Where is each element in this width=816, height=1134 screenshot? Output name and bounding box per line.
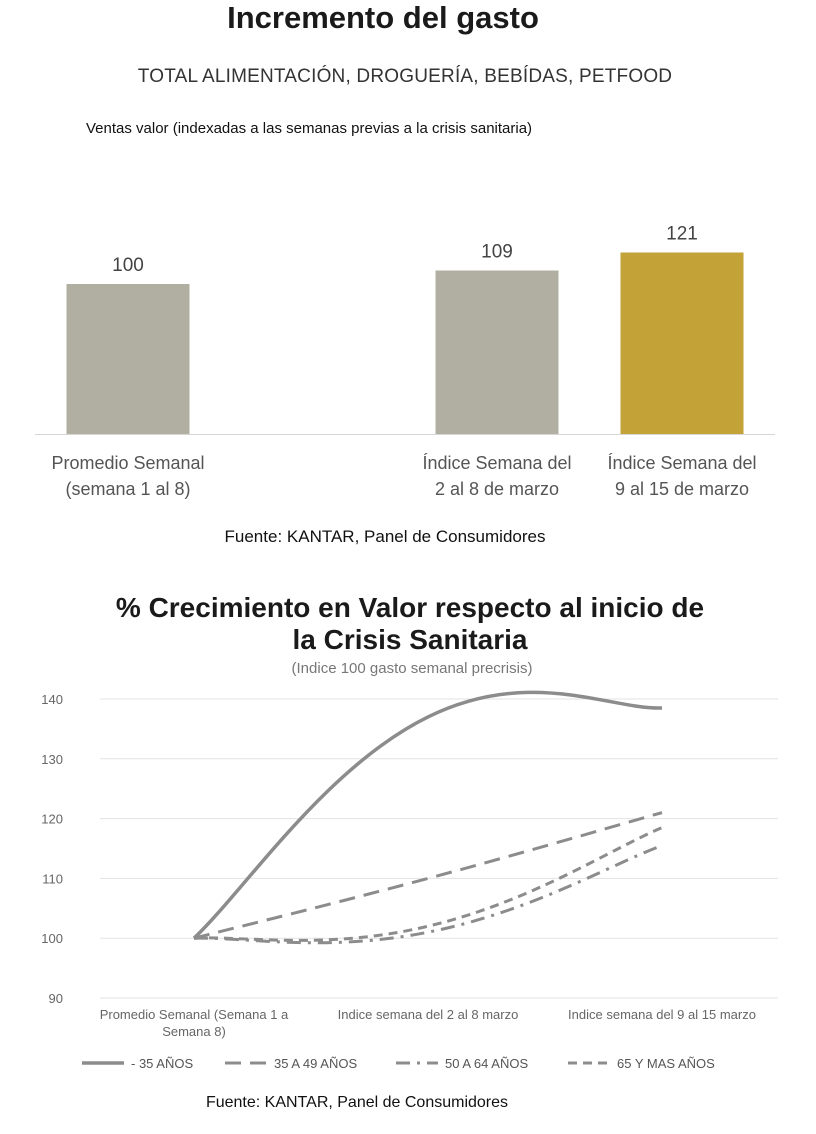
- y-tick-label: 110: [42, 871, 63, 886]
- data-label: 100: [112, 255, 144, 276]
- data-label: 121: [666, 224, 698, 245]
- x-tick-label: 2 al 8 de marzo: [435, 479, 559, 499]
- series-line: [193, 826, 663, 942]
- legend-label: 50 A 64 AÑOS: [445, 1056, 528, 1071]
- chart2-source: Fuente: KANTAR, Panel de Consumidores: [205, 1094, 509, 1111]
- x-tick-label: (semana 1 al 8): [65, 479, 190, 499]
- y-tick-label: 130: [41, 752, 63, 767]
- line-chart: 90 100 110 120 130 140 Promedio Semanal (Seman…: [41, 690, 778, 1071]
- y-tick-label: 90: [49, 991, 63, 1006]
- x-tick-label: 9 al 15 de marzo: [615, 479, 749, 499]
- legend-label: - 35 AÑOS: [131, 1056, 193, 1071]
- chart1-title: Incremento del gasto: [227, 0, 539, 35]
- series-line: [192, 690, 663, 940]
- x-tick-label: Índice Semana del: [422, 453, 571, 473]
- chart1-subtitle: TOTAL ALIMENTACIÓN, DROGUERÍA, BEBÍDAS, …: [137, 66, 673, 87]
- chart2-title-line1: % Crecimiento en Valor respecto al inici…: [115, 592, 705, 623]
- chart2-title: % Crecimiento en Valor respecto al inici…: [0, 592, 816, 656]
- x-tick-label: Indice semana del 9 al 15 marzo: [568, 1007, 756, 1022]
- y-tick-label: 100: [41, 931, 63, 946]
- x-tick-label: Indice semana del 2 al 8 marzo: [338, 1007, 519, 1022]
- bar: [620, 252, 744, 434]
- bar: [66, 284, 190, 434]
- chart2-title-line2: la Crisis Sanitaria: [292, 624, 528, 655]
- x-tick-label: Promedio Semanal (Semana 1 a: [100, 1007, 289, 1022]
- bar: [435, 270, 559, 434]
- x-tick-label: Promedio Semanal: [51, 453, 204, 473]
- x-tick-label: Semana 8): [162, 1024, 226, 1039]
- legend-label: 35 A 49 AÑOS: [274, 1056, 357, 1071]
- y-tick-label: 120: [41, 812, 63, 827]
- data-label: 109: [481, 242, 513, 263]
- x-tick-label: Índice Semana del: [607, 453, 756, 473]
- chart1-source: Fuente: KANTAR, Panel de Consumidores: [224, 527, 546, 546]
- y-tick-label: 140: [41, 692, 63, 707]
- series-line: [193, 811, 663, 940]
- bar-chart: 100 Promedio Semanal (semana 1 al 8) 109 Índ…: [35, 224, 775, 499]
- chart2-subtitle: (Indice 100 gasto semanal precrisis): [291, 660, 533, 677]
- chart1-value-label: Ventas valor (indexadas a las semanas pr…: [86, 120, 533, 137]
- legend-label: 65 Y MAS AÑOS: [617, 1056, 715, 1071]
